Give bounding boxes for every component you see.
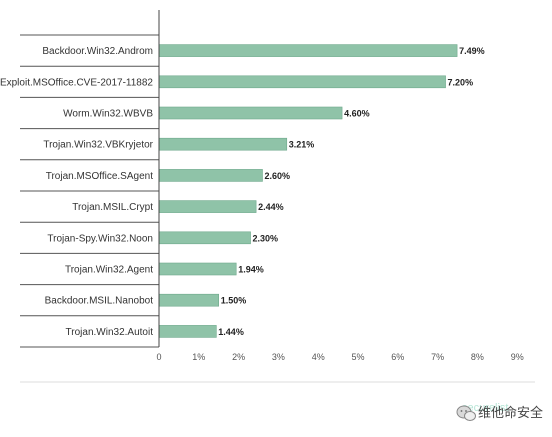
x-tick-label: 9% bbox=[511, 352, 524, 362]
x-tick-labels: 0 1% 2% 3% 4% 5% 6% 7% 8% 9% bbox=[156, 352, 523, 362]
watermark-text: 维他命安全 bbox=[478, 405, 543, 421]
row-separators bbox=[20, 34, 159, 348]
data-label: 7.49% bbox=[459, 46, 485, 56]
data-label: 1.44% bbox=[218, 327, 244, 337]
wechat-icon bbox=[456, 405, 476, 421]
x-tick-label: 6% bbox=[391, 352, 404, 362]
data-label: 3.21% bbox=[289, 140, 315, 150]
bar bbox=[158, 293, 220, 307]
bar bbox=[158, 137, 288, 151]
category-label: Trojan.MSOffice.SAgent bbox=[46, 171, 153, 182]
data-label: 1.50% bbox=[221, 296, 247, 306]
x-tick-label: 0 bbox=[156, 352, 161, 362]
bar bbox=[158, 231, 251, 245]
category-labels: Backdoor.Win32.Androm Exploit.MSOffice.CV… bbox=[0, 46, 154, 338]
x-tick-label: 1% bbox=[192, 352, 205, 362]
data-label: 2.60% bbox=[264, 171, 290, 181]
x-tick-label: 3% bbox=[272, 352, 285, 362]
x-tick-label: 4% bbox=[312, 352, 325, 362]
value-labels: 7.49% 7.20% 4.60% 3.21% 2.60% 2.44% 2.30% 1.94%… bbox=[218, 46, 484, 337]
category-label: Backdoor.MSIL.Nanobot bbox=[45, 296, 154, 307]
bar bbox=[158, 75, 446, 89]
x-tick-label: 8% bbox=[471, 352, 484, 362]
category-label: Trojan-Spy.Win32.Noon bbox=[47, 233, 153, 244]
x-tick-label: 2% bbox=[232, 352, 245, 362]
data-label: 2.30% bbox=[253, 233, 279, 243]
x-tick-label: 7% bbox=[431, 352, 444, 362]
category-label: Exploit.MSOffice.CVE-2017-11882 bbox=[0, 77, 153, 88]
bar bbox=[158, 200, 257, 213]
bar bbox=[158, 44, 458, 57]
x-tick-label: 5% bbox=[351, 352, 364, 362]
data-label: 1.94% bbox=[238, 265, 264, 275]
category-label: Trojan.Win32.Agent bbox=[65, 265, 153, 276]
watermark: securelist 维他命安全 bbox=[456, 402, 543, 421]
securelist-logo-fragment: securelist bbox=[462, 402, 508, 414]
bar bbox=[158, 262, 237, 276]
bar bbox=[158, 106, 343, 120]
bar bbox=[158, 169, 263, 182]
category-label: Trojan.Win32.VBKryjetor bbox=[43, 140, 153, 151]
bar bbox=[158, 325, 217, 338]
bars-group bbox=[158, 44, 458, 338]
category-label: Trojan.MSIL.Crypt bbox=[72, 202, 153, 213]
data-label: 7.20% bbox=[448, 77, 474, 87]
category-label: Trojan.Win32.Autoit bbox=[66, 327, 154, 338]
data-label: 4.60% bbox=[344, 109, 370, 119]
data-label: 2.44% bbox=[258, 202, 284, 212]
category-label: Backdoor.Win32.Androm bbox=[42, 46, 153, 57]
category-label: Worm.Win32.WBVB bbox=[63, 109, 153, 120]
